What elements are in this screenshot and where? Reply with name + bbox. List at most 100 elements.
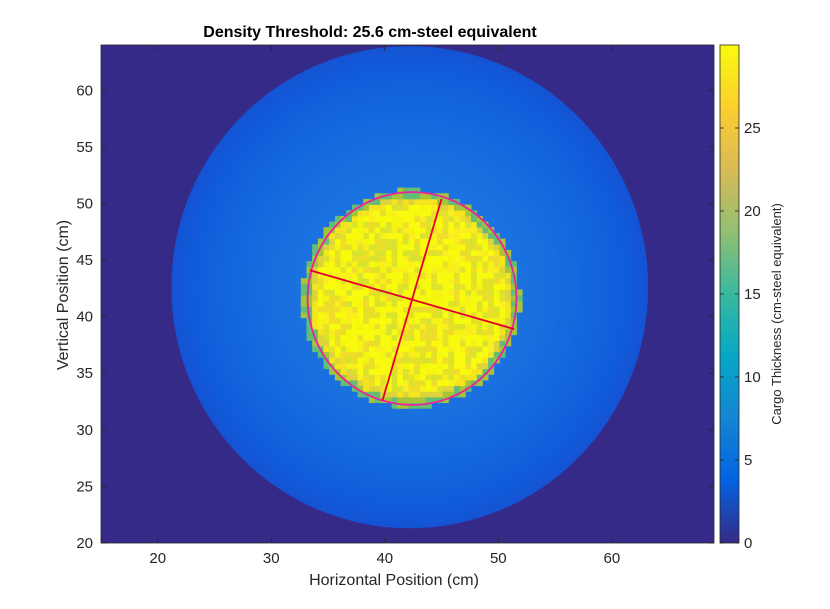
dense-pixel <box>425 272 432 279</box>
dense-pixel <box>368 306 375 313</box>
y-tick-label: 30 <box>76 422 93 439</box>
dense-pixel <box>448 363 455 370</box>
dense-pixel <box>448 385 455 392</box>
dense-pixel <box>357 334 364 341</box>
dense-pixel <box>448 232 455 239</box>
dense-pixel <box>306 323 313 330</box>
dense-pixel <box>402 340 410 347</box>
dense-pixel <box>340 374 347 381</box>
dense-pixel <box>425 385 432 392</box>
dense-pixel <box>323 261 330 268</box>
dense-pixel <box>363 306 370 313</box>
dense-pixel <box>363 238 370 245</box>
dense-pixel <box>380 385 387 392</box>
dense-pixel <box>346 323 353 330</box>
dense-pixel <box>346 368 353 375</box>
dense-pixel <box>476 278 483 285</box>
dense-pixel <box>425 215 432 222</box>
dense-pixel <box>380 317 387 324</box>
dense-pixel <box>448 323 455 330</box>
dense-pixel <box>402 397 410 404</box>
dense-pixel <box>317 300 324 307</box>
dense-pixel <box>363 357 370 364</box>
dense-pixel <box>374 193 381 200</box>
dense-pixel <box>357 249 364 256</box>
dense-pixel <box>488 357 495 364</box>
dense-pixel <box>391 272 398 279</box>
dense-pixel <box>505 306 512 313</box>
dense-pixel <box>374 397 381 404</box>
dense-pixel <box>380 249 387 256</box>
dense-pixel <box>414 198 421 205</box>
dense-pixel <box>391 368 398 375</box>
dense-pixel <box>397 346 404 353</box>
dense-pixel <box>334 306 341 313</box>
dense-pixel <box>385 346 393 353</box>
dense-pixel <box>391 255 398 262</box>
dense-pixel <box>385 272 393 279</box>
dense-pixel <box>391 283 398 290</box>
dense-pixel <box>459 351 466 358</box>
dense-pixel <box>459 295 466 302</box>
dense-pixel <box>317 249 324 256</box>
dense-pixel <box>329 300 336 307</box>
dense-pixel <box>385 255 393 262</box>
dense-pixel <box>408 312 415 319</box>
dense-pixel <box>334 317 341 324</box>
dense-pixel <box>459 204 466 211</box>
dense-pixel <box>329 272 336 279</box>
dense-pixel <box>510 306 517 313</box>
dense-pixel <box>459 221 466 228</box>
dense-pixel <box>408 329 415 336</box>
dense-pixel <box>454 272 461 279</box>
dense-pixel <box>408 346 415 353</box>
dense-pixel <box>312 329 319 336</box>
dense-pixel <box>397 266 404 273</box>
dense-pixel <box>425 249 432 256</box>
dense-pixel <box>391 249 398 256</box>
dense-pixel <box>380 238 387 245</box>
dense-pixel <box>312 295 319 302</box>
dense-pixel <box>465 346 472 353</box>
dense-pixel <box>454 204 461 211</box>
dense-pixel <box>391 306 398 313</box>
dense-pixel <box>488 312 495 319</box>
dense-pixel <box>340 278 347 285</box>
dense-pixel <box>465 300 472 307</box>
dense-pixel <box>363 329 370 336</box>
dense-pixel <box>363 300 370 307</box>
dense-pixel <box>425 374 432 381</box>
plot-area <box>101 45 714 543</box>
dense-pixel <box>317 238 324 245</box>
dense-pixel <box>391 198 398 205</box>
dense-pixel <box>363 289 370 296</box>
dense-pixel <box>476 368 483 375</box>
dense-pixel <box>363 272 370 279</box>
dense-pixel <box>454 385 461 392</box>
dense-pixel <box>414 283 421 290</box>
dense-pixel <box>351 363 358 370</box>
fitted-ellipse <box>306 191 518 406</box>
dense-pixel <box>442 278 449 285</box>
x-tick-label: 40 <box>376 550 393 567</box>
dense-pixel <box>476 323 483 330</box>
dense-pixel <box>391 244 398 251</box>
dense-pixel <box>408 289 415 296</box>
dense-pixel <box>357 295 364 302</box>
dense-pixel <box>363 221 370 228</box>
dense-pixel <box>351 232 358 239</box>
dense-pixel <box>408 306 415 313</box>
dense-pixel <box>459 232 466 239</box>
dense-pixel <box>397 323 404 330</box>
dense-pixel <box>363 385 370 392</box>
dense-pixel <box>363 346 370 353</box>
dense-pixel <box>505 295 512 302</box>
dense-pixel <box>408 227 415 234</box>
dense-pixel <box>419 402 427 409</box>
dense-pixel <box>402 374 410 381</box>
dense-pixel <box>368 323 375 330</box>
dense-pixel <box>391 323 398 330</box>
dense-pixel <box>334 323 341 330</box>
dense-pixel <box>414 368 421 375</box>
dense-pixel <box>408 255 415 262</box>
